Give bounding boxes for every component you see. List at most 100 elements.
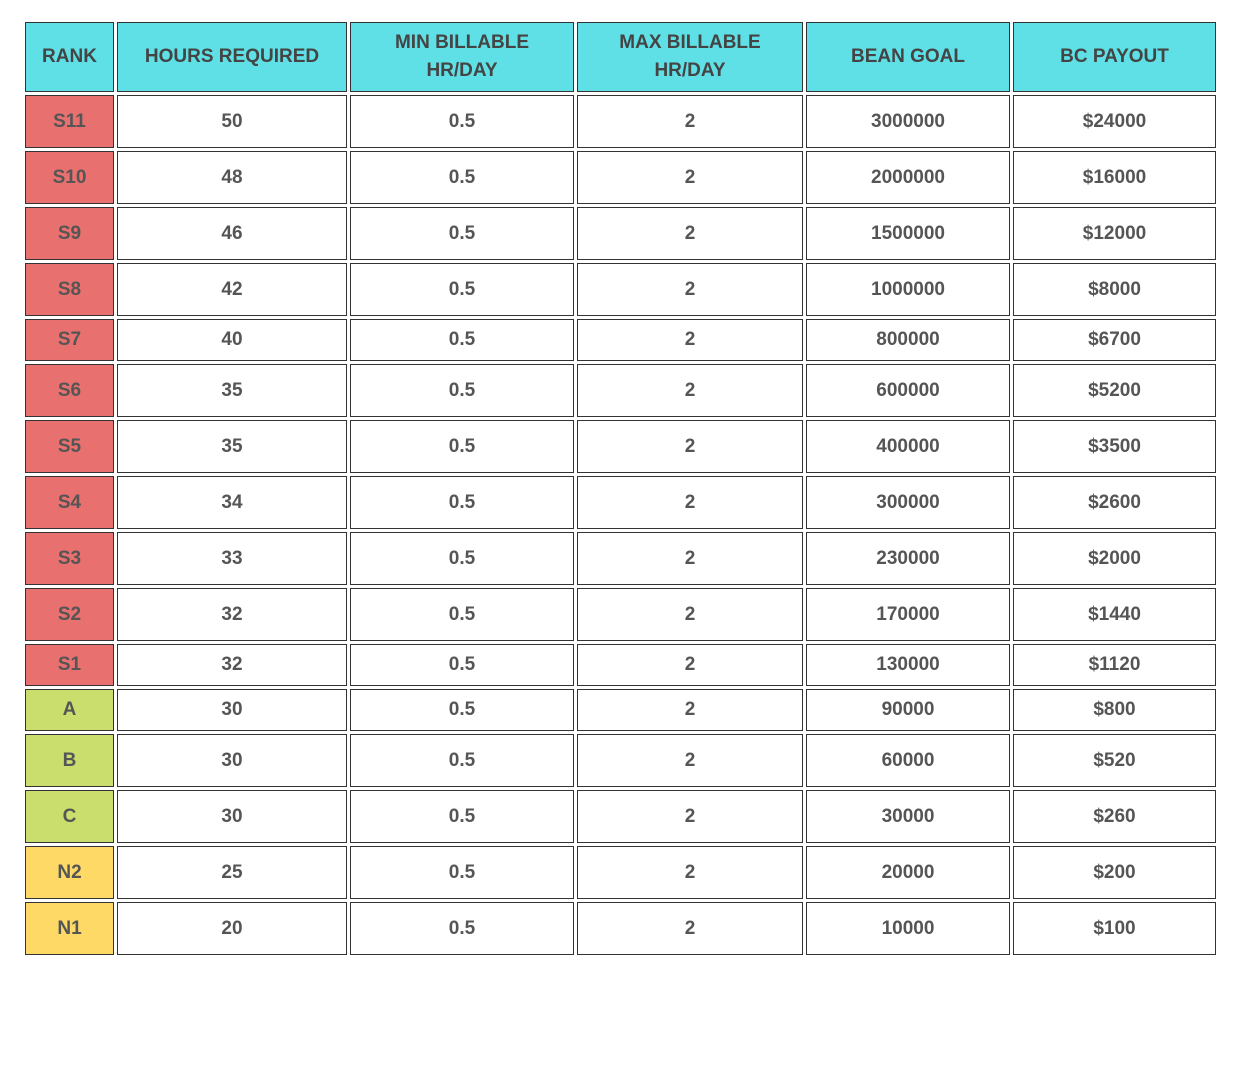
header-cell: RANK xyxy=(25,22,114,92)
data-cell: 48 xyxy=(117,151,347,204)
data-cell: 230000 xyxy=(806,532,1010,585)
rank-cell: S11 xyxy=(25,95,114,148)
data-cell: $1440 xyxy=(1013,588,1216,641)
data-cell: 2 xyxy=(577,588,803,641)
data-cell: 2000000 xyxy=(806,151,1010,204)
header-row: RANK HOURS REQUIRED MIN BILLABLE HR/DAY MAX… xyxy=(25,22,1216,92)
data-cell: $12000 xyxy=(1013,207,1216,260)
data-cell: 32 xyxy=(117,644,347,686)
data-cell: 60000 xyxy=(806,734,1010,787)
rank-table: RANK HOURS REQUIRED MIN BILLABLE HR/DAY MAX… xyxy=(22,19,1219,958)
table-row: S8 42 0.5 2 1000000 $8000 xyxy=(25,263,1216,316)
data-cell: 0.5 xyxy=(350,476,574,529)
data-cell: 2 xyxy=(577,689,803,731)
rank-cell: C xyxy=(25,790,114,843)
data-cell: $5200 xyxy=(1013,364,1216,417)
data-cell: 20000 xyxy=(806,846,1010,899)
data-cell: 2 xyxy=(577,207,803,260)
data-cell: 30 xyxy=(117,689,347,731)
header-cell: BEAN GOAL xyxy=(806,22,1010,92)
data-cell: 33 xyxy=(117,532,347,585)
data-cell: 600000 xyxy=(806,364,1010,417)
data-cell: 800000 xyxy=(806,319,1010,361)
data-cell: 0.5 xyxy=(350,263,574,316)
data-cell: 0.5 xyxy=(350,319,574,361)
data-cell: 35 xyxy=(117,420,347,473)
rank-cell: A xyxy=(25,689,114,731)
data-cell: $8000 xyxy=(1013,263,1216,316)
rank-cell: S1 xyxy=(25,644,114,686)
table-row: S2 32 0.5 2 170000 $1440 xyxy=(25,588,1216,641)
rank-cell: N1 xyxy=(25,902,114,955)
data-cell: $2600 xyxy=(1013,476,1216,529)
data-cell: 0.5 xyxy=(350,95,574,148)
data-cell: 0.5 xyxy=(350,207,574,260)
data-cell: 2 xyxy=(577,364,803,417)
data-cell: $200 xyxy=(1013,846,1216,899)
data-cell: 1000000 xyxy=(806,263,1010,316)
data-cell: 0.5 xyxy=(350,151,574,204)
data-cell: $800 xyxy=(1013,689,1216,731)
data-cell: $2000 xyxy=(1013,532,1216,585)
data-cell: 42 xyxy=(117,263,347,316)
data-cell: 30000 xyxy=(806,790,1010,843)
header-cell: HOURS REQUIRED xyxy=(117,22,347,92)
data-cell: 0.5 xyxy=(350,364,574,417)
data-cell: $3500 xyxy=(1013,420,1216,473)
data-cell: 0.5 xyxy=(350,734,574,787)
table-row: S6 35 0.5 2 600000 $5200 xyxy=(25,364,1216,417)
data-cell: 30 xyxy=(117,734,347,787)
rank-cell: S7 xyxy=(25,319,114,361)
table-row: S11 50 0.5 2 3000000 $24000 xyxy=(25,95,1216,148)
data-cell: 2 xyxy=(577,151,803,204)
data-cell: 32 xyxy=(117,588,347,641)
data-cell: 130000 xyxy=(806,644,1010,686)
data-cell: 0.5 xyxy=(350,689,574,731)
table-row: N1 20 0.5 2 10000 $100 xyxy=(25,902,1216,955)
rank-cell: S2 xyxy=(25,588,114,641)
data-cell: 0.5 xyxy=(350,532,574,585)
data-cell: 0.5 xyxy=(350,644,574,686)
data-cell: 3000000 xyxy=(806,95,1010,148)
table-row: S4 34 0.5 2 300000 $2600 xyxy=(25,476,1216,529)
data-cell: 2 xyxy=(577,263,803,316)
data-cell: $260 xyxy=(1013,790,1216,843)
table-row: S7 40 0.5 2 800000 $6700 xyxy=(25,319,1216,361)
table-row: B 30 0.5 2 60000 $520 xyxy=(25,734,1216,787)
header-cell: BC PAYOUT xyxy=(1013,22,1216,92)
table-row: S1 32 0.5 2 130000 $1120 xyxy=(25,644,1216,686)
data-cell: 10000 xyxy=(806,902,1010,955)
table-row: S9 46 0.5 2 1500000 $12000 xyxy=(25,207,1216,260)
data-cell: 30 xyxy=(117,790,347,843)
rank-cell: S10 xyxy=(25,151,114,204)
rank-cell: B xyxy=(25,734,114,787)
table-row: C 30 0.5 2 30000 $260 xyxy=(25,790,1216,843)
rank-cell: S9 xyxy=(25,207,114,260)
data-cell: 2 xyxy=(577,902,803,955)
header-cell: MIN BILLABLE HR/DAY xyxy=(350,22,574,92)
data-cell: 2 xyxy=(577,644,803,686)
data-cell: 2 xyxy=(577,532,803,585)
table-row: S3 33 0.5 2 230000 $2000 xyxy=(25,532,1216,585)
rank-cell: S3 xyxy=(25,532,114,585)
data-cell: 2 xyxy=(577,476,803,529)
rank-cell: S6 xyxy=(25,364,114,417)
data-cell: 20 xyxy=(117,902,347,955)
rank-cell: N2 xyxy=(25,846,114,899)
rank-cell: S4 xyxy=(25,476,114,529)
rank-cell: S5 xyxy=(25,420,114,473)
data-cell: $24000 xyxy=(1013,95,1216,148)
data-cell: 2 xyxy=(577,734,803,787)
header-cell: MAX BILLABLE HR/DAY xyxy=(577,22,803,92)
data-cell: 2 xyxy=(577,420,803,473)
data-cell: $16000 xyxy=(1013,151,1216,204)
rank-cell: S8 xyxy=(25,263,114,316)
data-cell: 2 xyxy=(577,95,803,148)
table-row: A 30 0.5 2 90000 $800 xyxy=(25,689,1216,731)
data-cell: 34 xyxy=(117,476,347,529)
data-cell: 400000 xyxy=(806,420,1010,473)
table-row: S10 48 0.5 2 2000000 $16000 xyxy=(25,151,1216,204)
data-cell: 25 xyxy=(117,846,347,899)
data-cell: $6700 xyxy=(1013,319,1216,361)
